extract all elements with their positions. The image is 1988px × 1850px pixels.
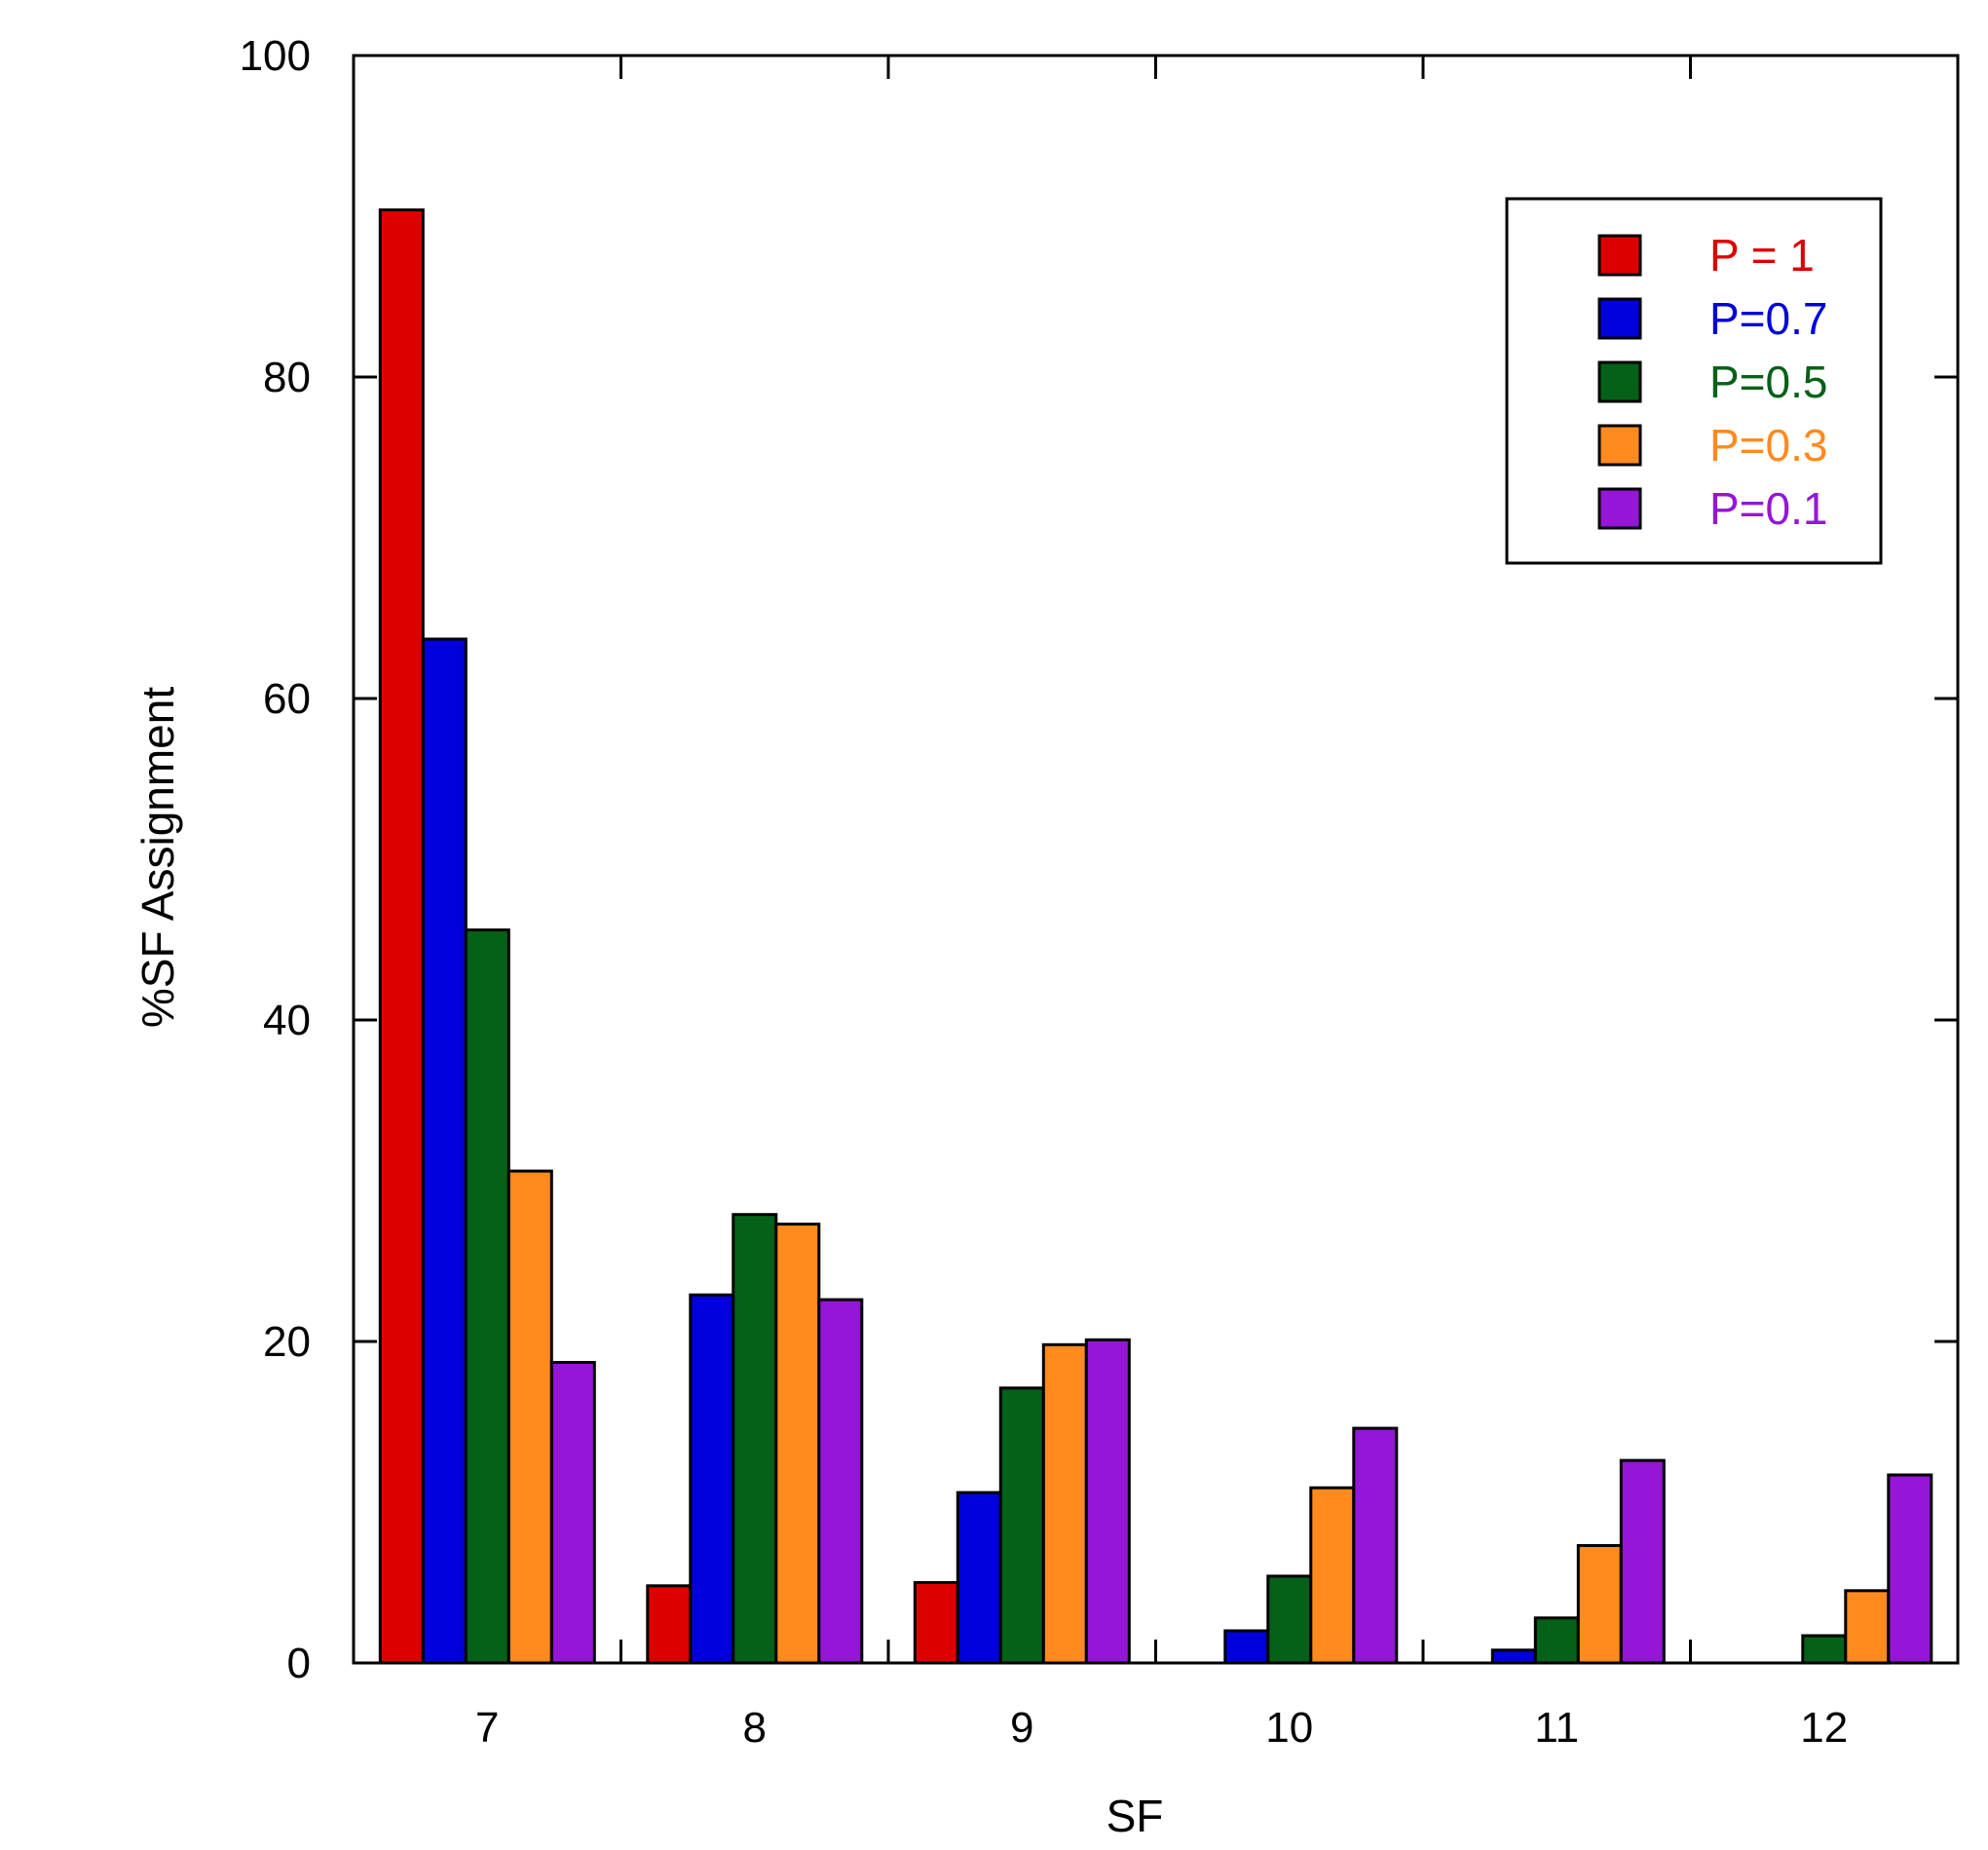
legend-label: P=0.5 <box>1709 357 1828 407</box>
legend-swatch <box>1597 487 1642 530</box>
bar-7-series-3 <box>506 1169 553 1665</box>
legend-swatch <box>1597 297 1642 340</box>
bar-8-series-1 <box>689 1293 735 1665</box>
bar-10-series-1 <box>1223 1629 1270 1665</box>
bar-9-series-1 <box>956 1491 1002 1665</box>
y-tick-label: 80 <box>263 354 311 401</box>
bar-12-series-3 <box>1844 1589 1891 1665</box>
bar-10-series-3 <box>1309 1486 1356 1665</box>
x-tick-label: 8 <box>743 1704 767 1752</box>
legend-box <box>1505 197 1883 565</box>
bars-layer <box>378 208 1933 1665</box>
x-tick-label: 10 <box>1265 1704 1313 1752</box>
bar-10-series-2 <box>1266 1574 1313 1665</box>
bar-8-series-3 <box>774 1223 821 1665</box>
legend-label: P=0.1 <box>1709 483 1828 534</box>
legend: P = 1 P=0.7 P=0.5 P=0.3 P=0.1 <box>1505 197 1883 565</box>
ticks-layer: 0 20 40 60 80 100 7 8 9 10 11 12 <box>240 32 1958 1752</box>
legend-swatch <box>1597 360 1642 403</box>
x-tick-label: 11 <box>1534 1704 1579 1752</box>
x-axis-label: SF <box>1107 1791 1164 1841</box>
bar-7-series-2 <box>464 928 510 1665</box>
bar-11-series-4 <box>1619 1458 1666 1665</box>
bar-8-series-2 <box>731 1213 778 1665</box>
legend-swatch <box>1597 234 1642 277</box>
y-tick-label: 20 <box>263 1318 311 1366</box>
y-tick-label: 0 <box>287 1640 311 1687</box>
y-axis-label: %SF Assignment <box>132 687 183 1028</box>
x-tick-label: 7 <box>475 1704 499 1752</box>
bar-9-series-4 <box>1084 1338 1131 1665</box>
bar-9-series-2 <box>998 1386 1045 1665</box>
bar-7-series-0 <box>378 208 425 1665</box>
bar-8-series-4 <box>817 1298 864 1665</box>
bar-9-series-3 <box>1041 1342 1088 1665</box>
bar-7-series-1 <box>421 637 468 1665</box>
y-tick-label: 40 <box>263 997 311 1044</box>
bar-12-series-2 <box>1801 1634 1848 1665</box>
bar-11-series-1 <box>1490 1648 1537 1665</box>
legend-label: P=0.3 <box>1709 420 1828 471</box>
bar-8-series-0 <box>646 1584 693 1665</box>
legend-label: P=0.7 <box>1709 293 1828 344</box>
legend-swatch <box>1597 424 1642 467</box>
legend-label: P = 1 <box>1709 230 1815 281</box>
x-tick-label: 9 <box>1010 1704 1033 1752</box>
bar-7-series-4 <box>549 1361 596 1665</box>
bar-11-series-2 <box>1533 1616 1580 1665</box>
y-tick-label: 100 <box>240 32 311 80</box>
bar-9-series-0 <box>913 1581 959 1665</box>
y-tick-label: 60 <box>263 675 311 723</box>
bar-10-series-4 <box>1352 1426 1399 1665</box>
bar-11-series-3 <box>1576 1544 1623 1665</box>
x-tick-label: 12 <box>1800 1704 1848 1752</box>
bar-12-series-4 <box>1887 1473 1933 1665</box>
